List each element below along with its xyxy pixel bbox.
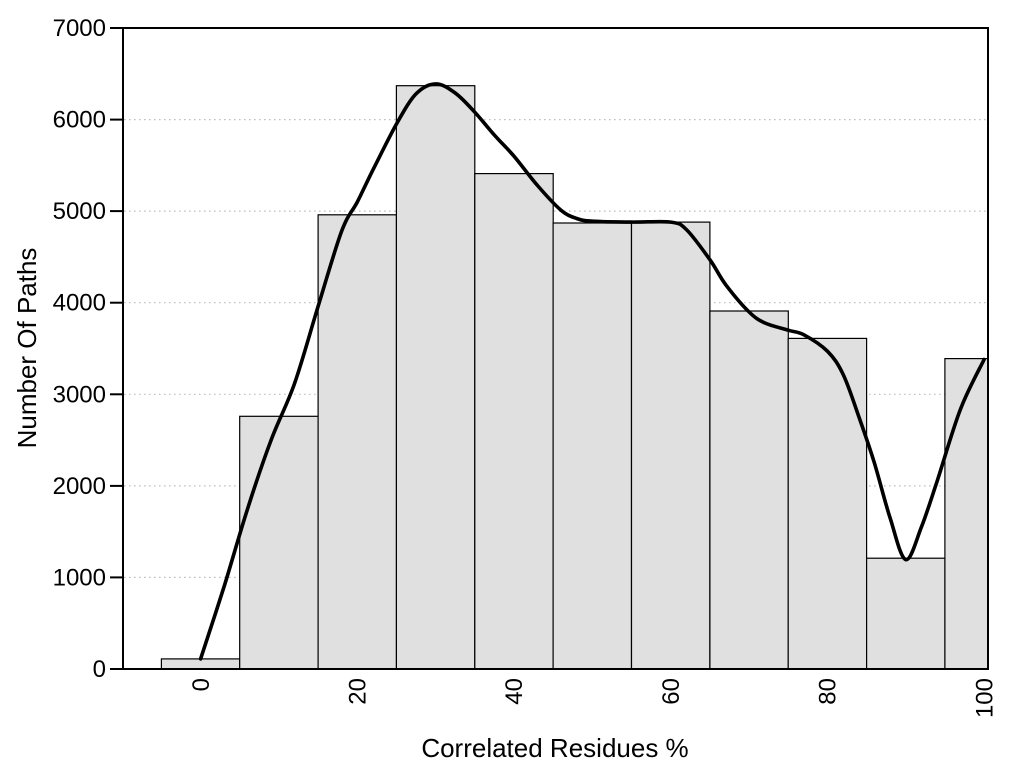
x-tick-label-80: 80	[815, 678, 842, 705]
x-tick-label-40: 40	[501, 678, 528, 705]
x-axis-ticks: 0 20 40 60 80 100	[188, 678, 998, 718]
histogram-bar-40	[474, 173, 554, 669]
y-tick-label-1000: 1000	[53, 564, 106, 591]
histogram-bar-20	[317, 214, 398, 669]
x-axis-title: Correlated Residues %	[421, 733, 688, 763]
y-tick-label-7000: 7000	[53, 15, 106, 42]
y-tick-label-0: 0	[93, 656, 106, 683]
x-tick-label-0: 0	[188, 678, 215, 691]
y-tick-label-2000: 2000	[53, 473, 106, 500]
histogram-bar-30	[395, 85, 476, 669]
histogram-bar-100	[944, 358, 988, 669]
plot-frame	[122, 27, 989, 670]
y-tick-label-4000: 4000	[53, 290, 106, 317]
histogram-bar-60	[630, 221, 711, 669]
histogram-bars	[160, 85, 988, 669]
histogram-bar-90	[865, 557, 946, 669]
histogram-bar-10	[239, 415, 319, 669]
histogram-bar-80	[787, 337, 868, 669]
histogram-bar-50	[552, 222, 633, 669]
density-curve	[198, 82, 986, 661]
x-tick-label-60: 60	[658, 678, 685, 705]
y-tick-label-5000: 5000	[53, 198, 106, 225]
y-axis-title: Number Of Paths	[12, 248, 42, 449]
histogram-bar-70	[709, 310, 789, 669]
y-tick-label-3000: 3000	[53, 381, 106, 408]
x-tick-label-20: 20	[344, 678, 371, 705]
y-tick-label-6000: 6000	[53, 107, 106, 134]
y-axis-ticks: 0 1000 2000 3000 4000 5000 6000 7000	[53, 15, 123, 683]
x-tick-label-100: 100	[971, 678, 998, 718]
